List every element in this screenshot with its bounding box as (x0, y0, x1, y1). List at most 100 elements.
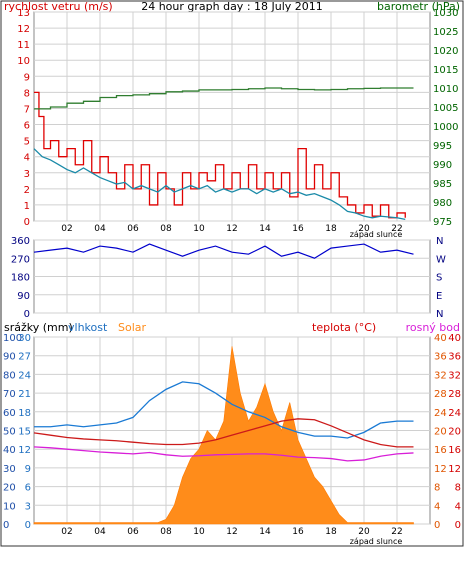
panel1-left-tick: 10 (17, 56, 30, 67)
panel1-right-tick: 975 (433, 217, 452, 228)
panel3-solar-tick: 8 (434, 483, 440, 494)
panel3-label-temp: teplota (°C) (312, 321, 376, 334)
panel1-x-tick: 04 (94, 224, 106, 234)
panel3-x-tick: 02 (61, 527, 72, 537)
panel2-right-label: N (436, 309, 443, 320)
panel1-left-tick: 4 (24, 153, 30, 164)
panel3-series-2 (33, 446, 414, 462)
panel3-x-tick: 20 (358, 527, 370, 537)
panel3-temp-tick: 24 (448, 408, 461, 419)
chart-frame (0, 0, 464, 547)
panel3-temp-tick: 40 (448, 333, 461, 344)
panel3-humidity-tick: 18 (18, 408, 31, 419)
panel1-left-tick: 0 (24, 217, 30, 228)
panel1-left-label: rychlost vetru (m/s) (4, 0, 113, 13)
panel1-x-tick: 06 (127, 224, 139, 234)
panel3-temp-tick: 16 (448, 445, 461, 456)
panel1-left-tick: 3 (24, 169, 30, 180)
panel1-x-tick: 08 (160, 224, 172, 234)
panel3-humidity-tick: 21 (18, 389, 31, 400)
panel3-humidity-tick: 6 (25, 483, 31, 494)
panel3-series-1 (33, 418, 414, 448)
panel2-right-label: S (436, 273, 442, 284)
panel1-right-tick: 1005 (433, 103, 458, 114)
panel1-right-tick: 990 (433, 160, 452, 171)
panel1-right-tick: 995 (433, 141, 452, 152)
panel3-temp-tick: 12 (448, 464, 461, 475)
panel1-right-tick: 985 (433, 179, 452, 190)
panel3-rain-tick: 80 (3, 370, 16, 381)
panel3-humidity-tick: 3 (25, 501, 31, 512)
panel1-right-label: barometr (hPa) (377, 0, 460, 13)
panel3-humidity-tick: 27 (18, 352, 31, 363)
panel1-x-tick: 14 (259, 224, 271, 234)
panel3-rain-tick: 50 (3, 427, 16, 438)
panel1-left-tick: 5 (24, 137, 30, 148)
panel3-humidity-tick: 12 (18, 445, 31, 456)
panel3-solar-tick: 0 (434, 520, 440, 531)
panel3-solar-area (33, 346, 414, 525)
panel1-left-tick: 8 (24, 88, 30, 99)
panel2-left-tick: 270 (11, 254, 30, 265)
panel1-x-tick: 12 (226, 224, 237, 234)
panel3-label-rain: srážky (mm) (4, 321, 73, 334)
panel3-rain-tick: 30 (3, 464, 16, 475)
panel3-x-tick: 22 (391, 527, 402, 537)
panel2-right-label: E (436, 291, 442, 302)
panel1-left-tick: 13 (17, 8, 30, 19)
panel3-x-tick: 04 (94, 527, 106, 537)
panel3-x-tick: 12 (226, 527, 237, 537)
panel3-solar-tick: 36 (434, 352, 447, 363)
panel1-left-tick: 9 (24, 72, 30, 83)
panel1-x-tick: 16 (292, 224, 304, 234)
panel1-x-tick: 10 (193, 224, 205, 234)
panel3-x-tick: 18 (325, 527, 337, 537)
panel1-left-tick: 11 (17, 40, 30, 51)
panel3-temp-tick: 8 (455, 483, 461, 494)
panel1-annotation: západ slunce (350, 230, 403, 239)
panel3-humidity-tick: 24 (18, 370, 31, 381)
panel3-solar-tick: 24 (434, 408, 447, 419)
panel3-temp-tick: 0 (455, 520, 461, 531)
panel2-left-tick: 90 (17, 291, 30, 302)
panel1-x-tick: 22 (391, 224, 402, 234)
panel1-left-tick: 2 (24, 185, 30, 196)
panel2-right-label: N (436, 236, 443, 247)
panel3-humidity-tick: 9 (25, 464, 31, 475)
panel2-right-label: W (436, 254, 446, 265)
panel1-series-0 (34, 91, 406, 219)
panel3-humidity-tick: 15 (18, 427, 31, 438)
panel3-rain-tick: 40 (3, 445, 16, 456)
panel1-x-tick: 02 (61, 224, 72, 234)
panel1-right-tick: 1020 (433, 46, 458, 57)
panel1-right-tick: 1015 (433, 65, 458, 76)
panel1-right-tick: 1025 (433, 27, 458, 38)
panel3-solar-tick: 40 (434, 333, 447, 344)
panel1-right-tick: 980 (433, 198, 452, 209)
panel3-temp-tick: 36 (448, 352, 461, 363)
panel3-x-tick: 06 (127, 527, 139, 537)
panel3-humidity-tick: 30 (18, 333, 31, 344)
panel3-rain-tick: 90 (3, 352, 16, 363)
panel3-x-tick: 08 (160, 527, 172, 537)
panel3-rain-tick: 100 (3, 333, 22, 344)
panel3-solar-tick: 16 (434, 445, 447, 456)
panel3-rain-tick: 70 (3, 389, 16, 400)
panel3-solar-tick: 20 (434, 427, 447, 438)
panel3-label-solar: Solar (118, 321, 147, 334)
panel3-temp-tick: 4 (455, 501, 461, 512)
panel3-series-0 (34, 381, 414, 439)
chart-layers: 0123456789101112139759809859909951000100… (3, 8, 461, 546)
panel1-x-tick: 18 (325, 224, 337, 234)
panel3-annotation: západ slunce (350, 537, 403, 546)
panel3-label-dewpoint: rosný bod (406, 321, 460, 334)
panel3-rain-tick: 0 (3, 520, 9, 531)
panel1-left-tick: 6 (24, 121, 30, 132)
panel1-series-1 (33, 148, 406, 221)
panel1-right-tick: 1030 (433, 8, 458, 19)
panel3-x-tick: 14 (259, 527, 271, 537)
panel3-solar-tick: 32 (434, 370, 447, 381)
panel2-series-0 (33, 243, 414, 259)
panel3-temp-tick: 28 (448, 389, 461, 400)
